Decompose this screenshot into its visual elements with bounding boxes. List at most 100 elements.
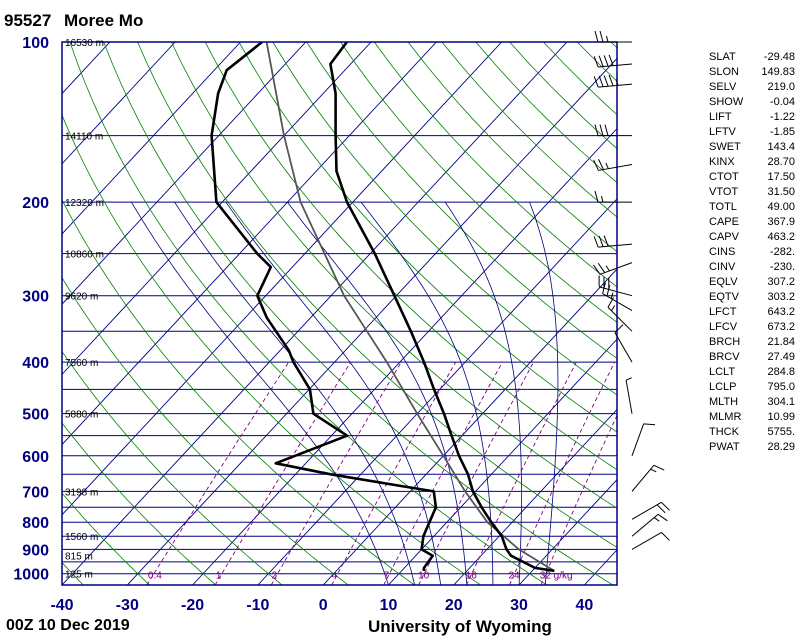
- wind-barb-staff: [599, 262, 633, 275]
- index-key: SWET: [709, 141, 741, 153]
- mixing-ratio-line: [270, 361, 402, 585]
- wind-barb: [594, 190, 632, 203]
- wind-barb-flag: [593, 236, 599, 248]
- temperature-tick-label: -10: [246, 597, 269, 614]
- wind-barb-half: [606, 35, 609, 43]
- index-value: 10.99: [767, 411, 795, 423]
- height-label: 10860 m: [65, 250, 104, 261]
- height-label: 815 m: [65, 552, 93, 563]
- index-row: CAPV 463.2: [709, 230, 795, 245]
- wind-barb-flag: [606, 284, 611, 297]
- dry-adiabat-line: [62, 276, 349, 585]
- index-row: BRCH 21.84: [709, 335, 795, 350]
- index-row: EQTV 303.2: [709, 290, 795, 305]
- grid-layer: [0, 42, 617, 585]
- index-key: SHOW: [709, 96, 744, 108]
- index-value: 5755.: [767, 426, 795, 438]
- height-label: 1560 m: [65, 532, 98, 543]
- wind-barb-half: [615, 79, 619, 86]
- index-row: LFCT 643.2: [709, 305, 795, 320]
- index-key: CAPE: [709, 216, 739, 228]
- wind-barb-staff: [602, 293, 633, 312]
- wind-barb-flag: [603, 55, 609, 67]
- mixing-ratio-line: [509, 361, 616, 585]
- wind-barb-half: [605, 162, 609, 169]
- isotherm-line: [0, 42, 45, 585]
- dry-adiabat-line: [373, 42, 617, 288]
- pressure-tick-label: 100: [22, 35, 49, 52]
- wind-barb-flag: [656, 504, 666, 514]
- station-id-text: 95527: [4, 11, 52, 30]
- temperature-line: [329, 42, 555, 573]
- wind-barb-flag: [599, 124, 604, 136]
- height-label: 9620 m: [65, 292, 98, 303]
- mixing-ratio-line: [383, 361, 503, 585]
- index-key: EQTV: [709, 291, 739, 303]
- index-value: -1.85: [769, 126, 795, 138]
- wind-barb-flag: [598, 159, 604, 170]
- wind-barb-staff: [598, 164, 633, 171]
- index-key: BRCH: [709, 336, 741, 348]
- height-label: 12320 m: [65, 198, 104, 209]
- wind-barb-half: [605, 265, 610, 272]
- temperature-tick-label: 40: [575, 597, 593, 614]
- index-row: THCK 5755.: [709, 425, 795, 440]
- wind-barb: [593, 159, 633, 171]
- index-row: SLON 149.83: [709, 65, 795, 80]
- height-label: 14110 m: [65, 132, 103, 143]
- wind-barb-flag: [661, 532, 670, 541]
- pressure-tick-label: 400: [22, 355, 49, 372]
- isotherm-line: [322, 268, 617, 585]
- mixing-ratio-label: 24: [509, 571, 521, 582]
- mixing-ratio-line: [214, 361, 351, 585]
- index-key: CINS: [709, 246, 736, 258]
- index-row: SHOW -0.04: [709, 95, 795, 110]
- pressure-tick-label: 200: [22, 195, 49, 212]
- height-label: 125 m: [65, 570, 93, 581]
- index-row: LIFT -1.22: [709, 110, 795, 125]
- wind-barb-flag: [602, 282, 606, 294]
- wind-barb: [607, 297, 633, 332]
- index-row: TOTL 49.00: [709, 200, 795, 215]
- wind-barb-staff: [631, 501, 662, 520]
- wind-barb-half: [611, 305, 616, 312]
- index-row: SLAT -29.48: [709, 50, 795, 65]
- dry-adiabat-line: [204, 42, 617, 471]
- index-value: 463.2: [767, 231, 795, 243]
- moist-adiabat-line: [225, 201, 442, 585]
- index-value: -0.04: [769, 96, 795, 108]
- wind-barb-flag: [653, 464, 665, 471]
- index-key: LIFT: [709, 111, 732, 123]
- dry-adiabat-line: [171, 42, 617, 509]
- index-value: 31.50: [767, 186, 795, 198]
- dry-adiabat-line: [306, 42, 617, 359]
- index-row: MLMR 10.99: [709, 410, 795, 425]
- mixing-ratio-line: [540, 414, 617, 585]
- dry-adiabat-line: [340, 42, 617, 323]
- temperature-tick-label: 10: [380, 597, 398, 614]
- wind-barb-flag: [604, 124, 609, 136]
- index-row: CINV -230.: [709, 260, 795, 275]
- wind-barb: [593, 262, 633, 275]
- wind-barb-staff: [599, 286, 633, 297]
- index-value: 219.0: [767, 81, 795, 93]
- wind-barb-flag: [597, 262, 606, 273]
- wind-barb-flag: [593, 264, 601, 275]
- index-key: BRCV: [709, 351, 740, 363]
- wind-barb: [602, 282, 633, 312]
- index-key: CAPV: [709, 231, 739, 243]
- isotherm-line: [62, 42, 111, 95]
- wind-barb-flag: [661, 501, 670, 511]
- wind-barb-staff: [631, 464, 655, 492]
- index-value: 143.4: [767, 141, 795, 153]
- index-row: LFTV -1.85: [709, 125, 795, 140]
- wind-barb: [631, 423, 656, 456]
- wind-barb: [594, 30, 632, 43]
- index-value: 27.49: [767, 351, 795, 363]
- wind-barb-flag: [593, 159, 599, 171]
- wind-barb-staff: [607, 306, 633, 332]
- dry-adiabat-line: [272, 42, 617, 396]
- mixing-ratio-label: 2: [272, 571, 278, 582]
- wind-barb-staff: [598, 243, 633, 248]
- index-key: LCLP: [709, 381, 737, 393]
